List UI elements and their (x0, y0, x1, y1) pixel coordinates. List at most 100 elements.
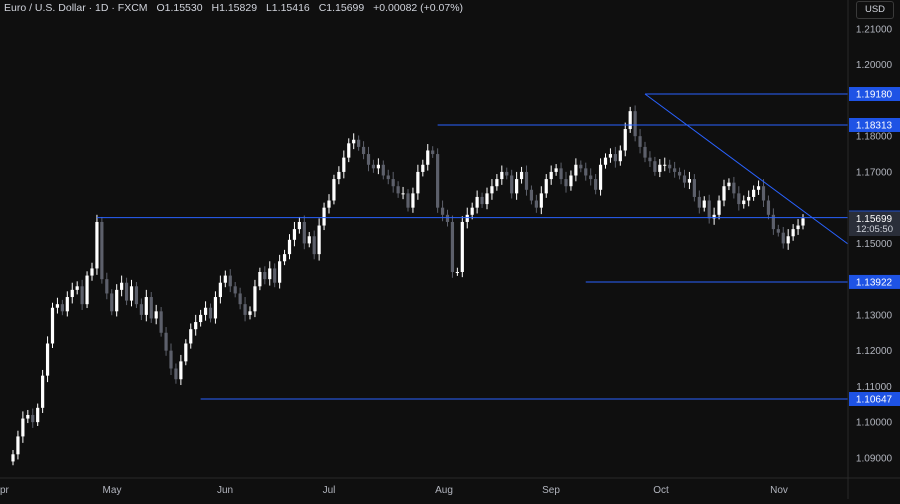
candle-body (90, 268, 94, 276)
time-tick-label: Sep (542, 485, 560, 496)
candle-body (203, 307, 208, 315)
candle-body (208, 307, 213, 319)
candle-body (352, 139, 356, 144)
candle-body (110, 293, 114, 312)
candle-body (154, 311, 158, 319)
candle-body (139, 304, 143, 315)
candle-body (36, 407, 40, 423)
candle-body (31, 414, 35, 423)
level-price-label-bg (849, 117, 900, 132)
candle-body (653, 161, 657, 172)
candle-body (411, 193, 415, 208)
candle-body (189, 329, 193, 344)
time-tick-label: Jul (323, 485, 336, 496)
candle-body (771, 214, 775, 230)
symbol-title[interactable]: Euro / U.S. Dollar · 1D · FXCM (4, 2, 148, 14)
time-axis: pr May Jun Jul Aug Sep Oct Nov (0, 477, 900, 496)
candle-body (687, 179, 692, 183)
candle-body (682, 175, 687, 183)
candle-body (391, 179, 395, 187)
candle-body (11, 454, 15, 462)
candle-body (722, 186, 726, 201)
level-price-label-bg (849, 274, 900, 289)
price-tick-label: 1.10000 (856, 418, 893, 429)
level-price-label: 1.18313 (856, 120, 893, 131)
candle-body (480, 196, 484, 205)
price-change: +0.00082 (+0.07%) (373, 2, 464, 14)
candle-body (16, 436, 20, 455)
candle-body (505, 171, 509, 176)
level-price-label: 1.13922 (856, 277, 893, 288)
candle-body (747, 196, 751, 201)
candle-body (327, 200, 331, 208)
candle-body (638, 136, 642, 147)
candle-body (228, 275, 232, 287)
candle-body (100, 221, 104, 280)
candle-body (60, 304, 64, 312)
candle-body (737, 193, 741, 205)
candle-body (633, 111, 637, 137)
time-tick-label: Nov (770, 485, 788, 496)
candle-body (470, 207, 474, 215)
candle-body (727, 182, 731, 187)
candle-body (519, 171, 524, 180)
price-tick-label: 1.21000 (856, 24, 893, 35)
candle-body (164, 332, 168, 351)
candle-body (179, 361, 183, 380)
candle-body (184, 343, 188, 362)
candle-body (218, 282, 222, 298)
candle-body (159, 311, 163, 333)
candle-body (337, 171, 341, 180)
candle-body (26, 414, 30, 419)
candle-body (263, 272, 267, 280)
price-tick-label: 1.17000 (856, 167, 893, 178)
symbol-header: Euro / U.S. Dollar · 1D · FXCM O1.15530 … (4, 2, 469, 14)
price-tick-label: 1.18000 (856, 132, 893, 143)
candle-body (317, 225, 321, 255)
candle-body (302, 221, 306, 244)
candle-body (371, 164, 376, 169)
current-price-label: 1.15699 (856, 214, 893, 225)
candle-body (539, 193, 543, 208)
candle-body (475, 196, 479, 208)
candle-body (692, 179, 696, 197)
time-tick-label: Aug (435, 485, 453, 496)
candle-body (258, 272, 262, 287)
descending-trendline[interactable] (644, 93, 849, 245)
candle-body (431, 150, 435, 155)
candle-body (455, 272, 459, 274)
candle-body (495, 179, 499, 187)
candle-body (569, 175, 573, 187)
price-tick-label: 1.20000 (856, 60, 893, 71)
candle-body (544, 179, 548, 194)
candle-body (194, 322, 198, 330)
time-tick-label: Oct (653, 485, 669, 496)
candle-body (628, 111, 632, 130)
horizontal-levels (96, 93, 848, 400)
level-price-label: 1.19180 (856, 90, 893, 101)
candle-body (169, 350, 173, 369)
candle-body (613, 154, 617, 162)
candle-body (648, 157, 652, 162)
candle-body (129, 286, 134, 301)
candle-body (70, 289, 74, 298)
candle-body (406, 193, 410, 208)
candle-body (564, 179, 568, 187)
candle-body (445, 214, 450, 222)
ohlc-high: H1.15829 (211, 2, 258, 14)
candle-body (618, 150, 622, 162)
candle-body (238, 293, 242, 305)
currency-button[interactable]: USD (856, 1, 894, 19)
current-price-label-bg (849, 211, 900, 226)
candle-body (742, 200, 746, 205)
candle-body (85, 275, 89, 305)
candle-body (623, 129, 627, 151)
candle-body (282, 254, 287, 262)
candle-body (697, 196, 701, 208)
candle-body (668, 164, 672, 169)
candle-body (332, 179, 336, 201)
candle-body (732, 182, 736, 194)
candle-body (465, 214, 469, 222)
